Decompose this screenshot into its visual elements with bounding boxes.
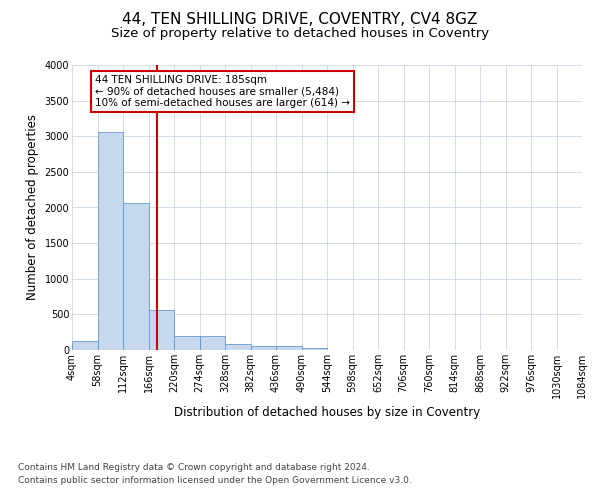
X-axis label: Distribution of detached houses by size in Coventry: Distribution of detached houses by size … — [174, 406, 480, 420]
Text: Size of property relative to detached houses in Coventry: Size of property relative to detached ho… — [111, 28, 489, 40]
Bar — [149, 310, 174, 350]
Text: Contains HM Land Registry data © Crown copyright and database right 2024.: Contains HM Land Registry data © Crown c… — [18, 462, 370, 471]
Bar — [276, 346, 302, 350]
Bar — [251, 346, 276, 350]
Bar — [200, 336, 225, 350]
Bar — [302, 348, 327, 350]
Y-axis label: Number of detached properties: Number of detached properties — [26, 114, 39, 300]
Text: 44, TEN SHILLING DRIVE, COVENTRY, CV4 8GZ: 44, TEN SHILLING DRIVE, COVENTRY, CV4 8G… — [122, 12, 478, 28]
Bar — [72, 340, 97, 350]
Bar — [174, 336, 199, 350]
Text: Contains public sector information licensed under the Open Government Licence v3: Contains public sector information licen… — [18, 476, 412, 485]
Text: 44 TEN SHILLING DRIVE: 185sqm
← 90% of detached houses are smaller (5,484)
10% o: 44 TEN SHILLING DRIVE: 185sqm ← 90% of d… — [95, 75, 350, 108]
Bar — [97, 132, 123, 350]
Bar — [123, 203, 149, 350]
Bar — [225, 344, 251, 350]
